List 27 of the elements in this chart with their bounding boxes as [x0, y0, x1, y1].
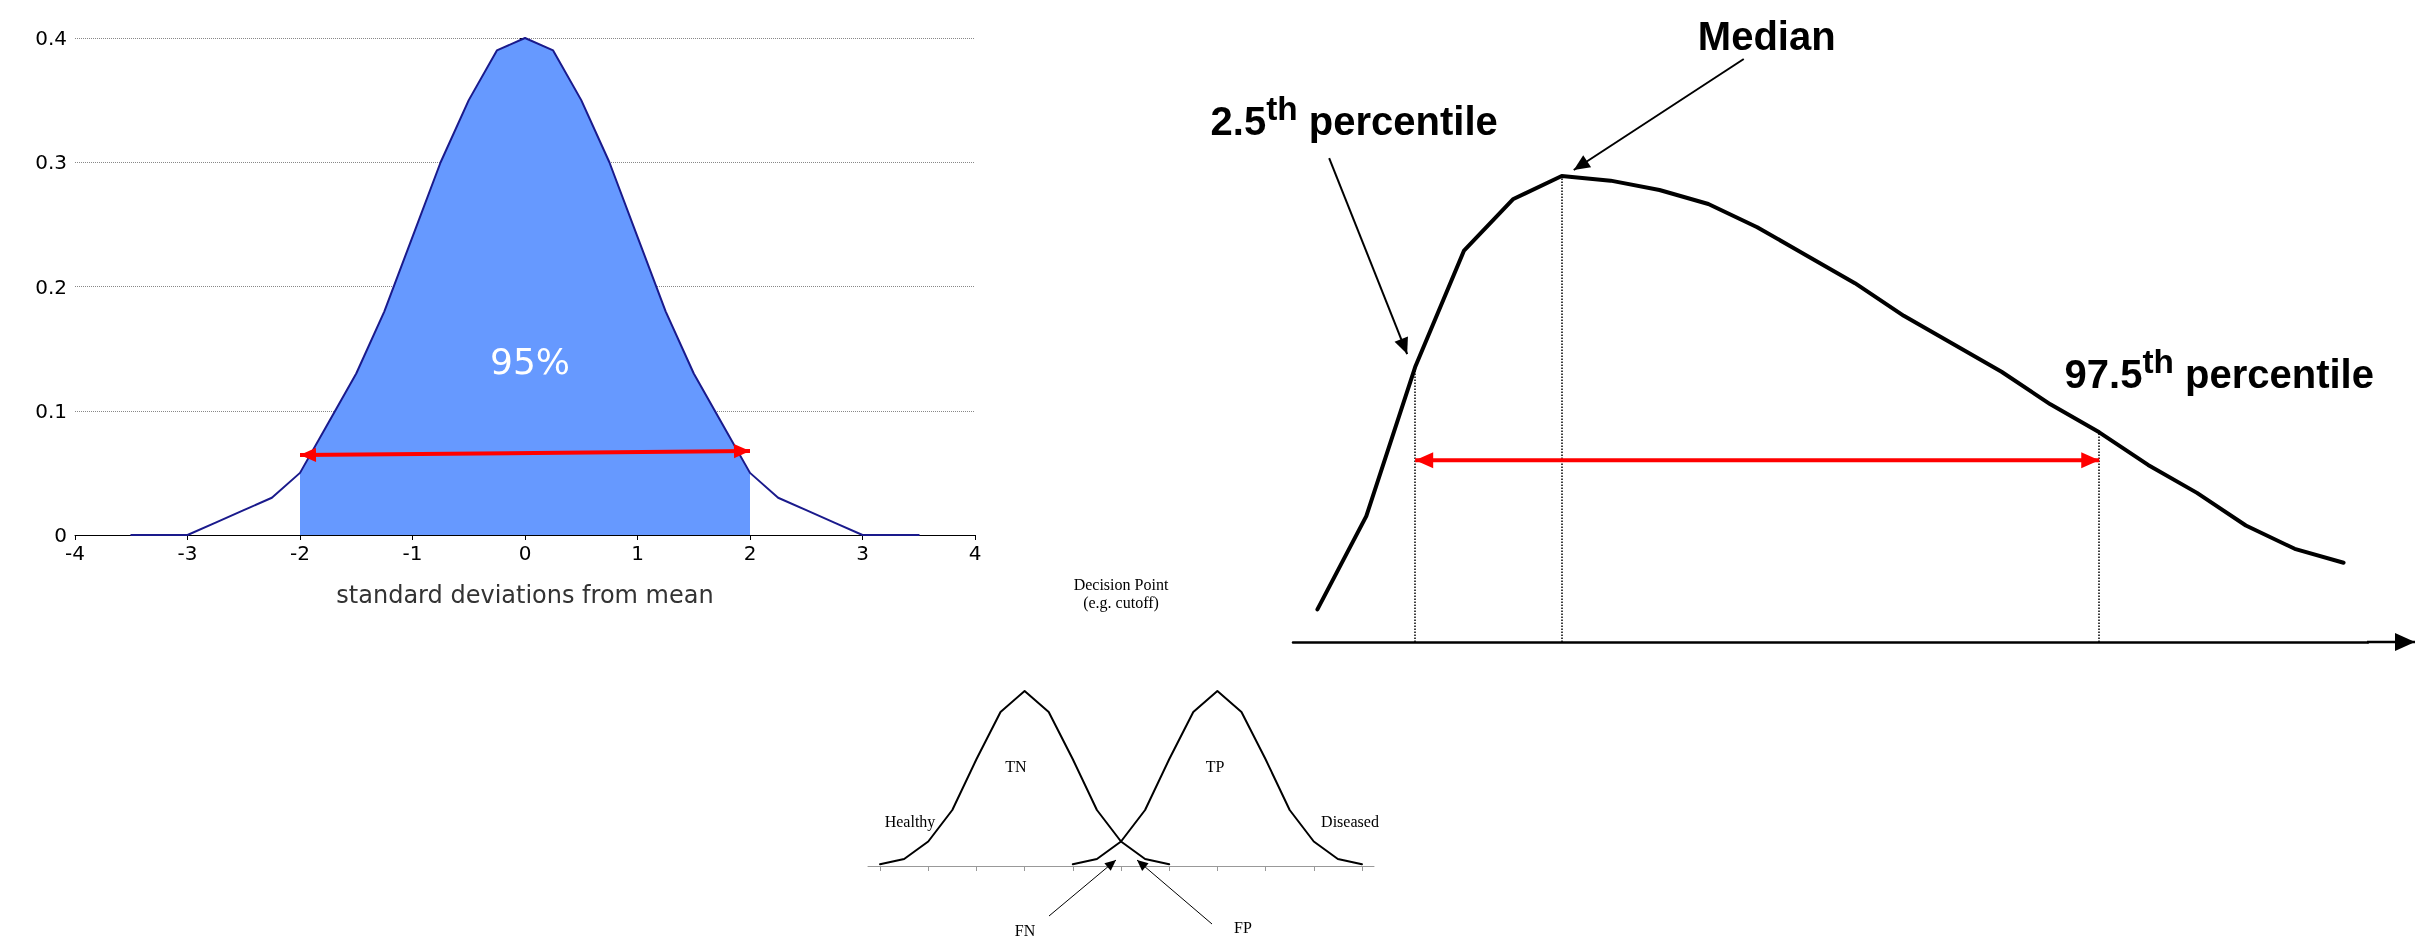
- text: 2.5$^{th}$ percentile: [1210, 90, 1498, 144]
- text: Median: [1697, 13, 1836, 59]
- y-tick-label: 0.3: [35, 150, 67, 175]
- text: FN: [1014, 921, 1036, 941]
- y-tick-label: 0.2: [35, 274, 67, 299]
- x-tick-label: 0: [518, 541, 532, 565]
- x-tick-label: -1: [402, 541, 423, 565]
- annotation: 95%: [489, 341, 571, 383]
- y-tick-label: 0.4: [35, 26, 67, 50]
- x-tick-label: -2: [290, 541, 310, 565]
- y-tick-label: 0.1: [35, 398, 67, 423]
- y-tick-label: 0: [54, 523, 67, 547]
- line-series: [130, 37, 920, 536]
- text: FP: [1234, 918, 1252, 938]
- x-tick-label: -3: [177, 541, 198, 565]
- text: Decision Point (e.g. cutoff): [1073, 575, 1169, 613]
- annotation: TP: [1205, 757, 1225, 777]
- x-tick-label: 4: [968, 541, 982, 565]
- series-label: Healthy: [884, 812, 936, 832]
- x-tick-label: -4: [65, 541, 85, 565]
- annotation: 97.5$^{th}$ percentile: [2064, 343, 2374, 397]
- x-tick-label: 3: [856, 541, 869, 565]
- annotation: TN: [1005, 757, 1027, 777]
- x-axis-title: standard deviations from mean: [336, 581, 714, 609]
- x-tick-label: 2: [743, 541, 757, 565]
- series-label: Diseased: [1321, 812, 1379, 832]
- x-tick-label: 1: [631, 541, 644, 565]
